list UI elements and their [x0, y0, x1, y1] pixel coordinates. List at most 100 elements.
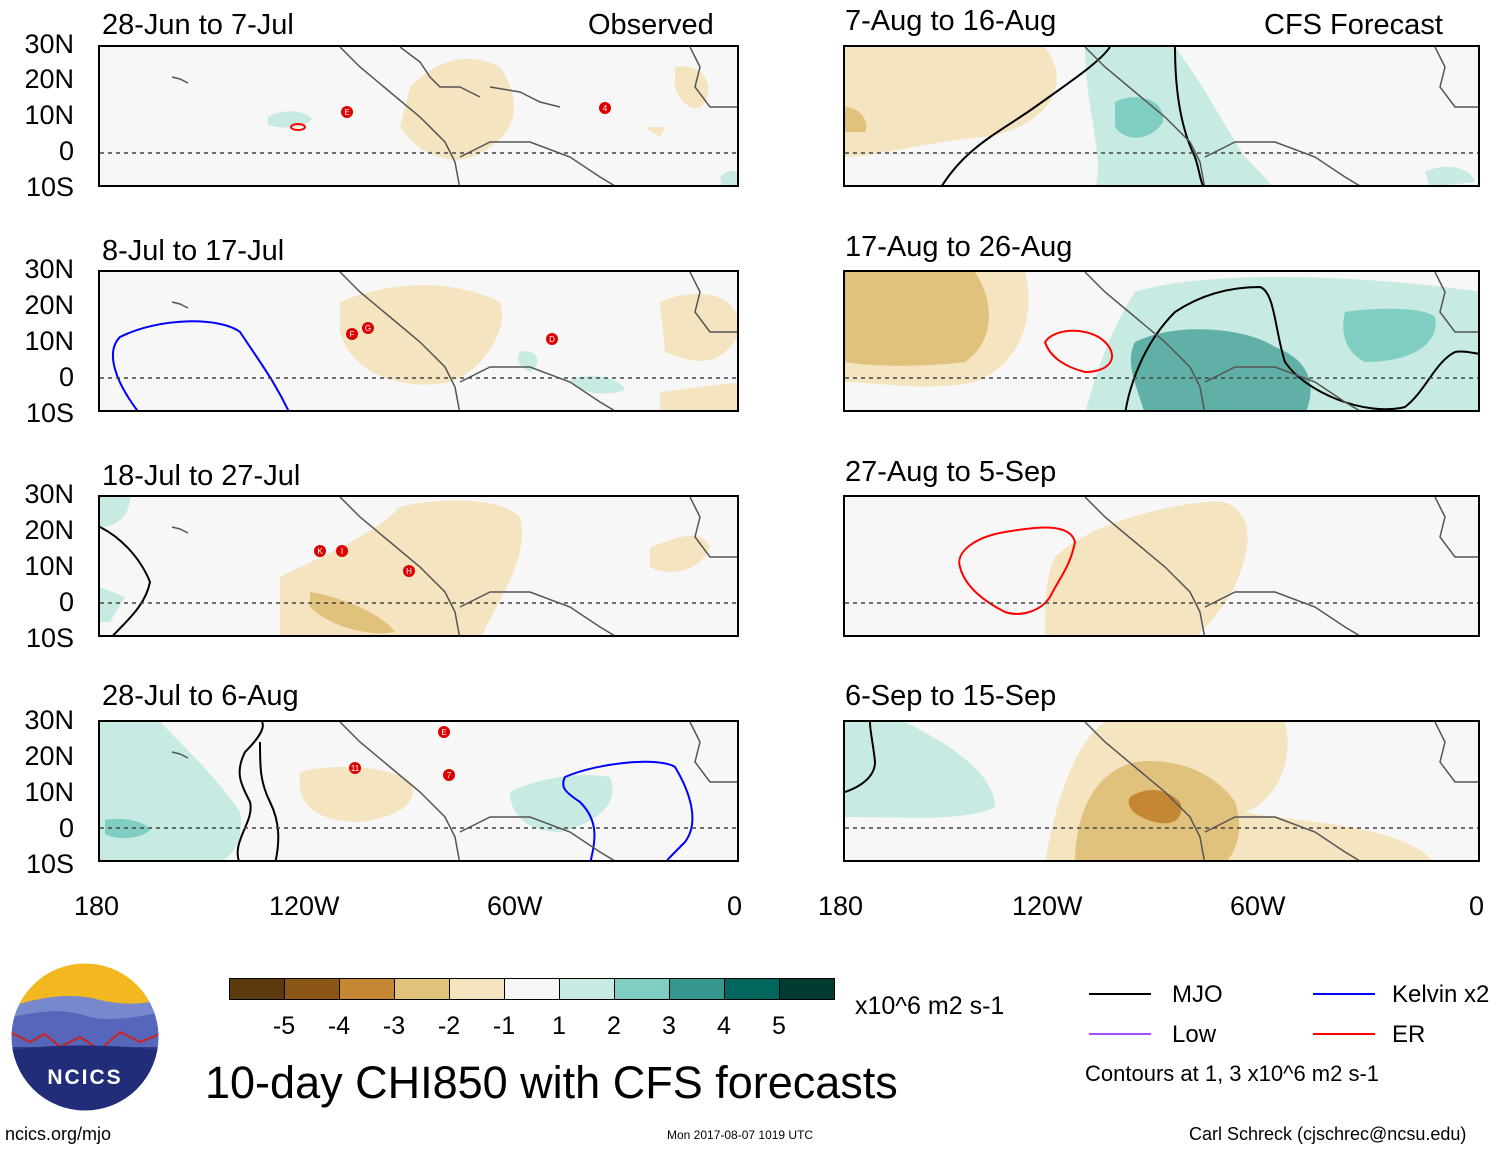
storm-icon-2: 4	[599, 102, 611, 114]
storm-label: K	[317, 547, 323, 556]
storm-icon-1: E	[341, 106, 353, 118]
y-tick-label: 10N	[24, 326, 74, 356]
colorbar-swatch	[724, 978, 780, 1000]
colorbar-tick-label: -5	[272, 1012, 296, 1040]
map-panel-3: K I H	[98, 495, 739, 637]
colorbar-tick-label: -2	[437, 1012, 461, 1040]
colorbar-swatch	[504, 978, 560, 1000]
footer-site[interactable]: ncics.org/mjo	[5, 1124, 112, 1144]
x-tick-label: 0	[727, 891, 743, 921]
legend-line-kelvin	[1313, 993, 1375, 995]
panel-title: 28-Jun to 7-Jul	[102, 9, 294, 41]
panel-title: 18-Jul to 27-Jul	[102, 460, 301, 492]
colorbar-tick-label: -1	[492, 1012, 516, 1040]
y-tick-label: 10S	[25, 849, 74, 879]
colorbar-tick-label: 3	[662, 1012, 676, 1040]
y-tick-label: 20N	[24, 741, 74, 771]
storm-icon-3: 7	[443, 769, 455, 781]
legend-line-mjo	[1089, 993, 1151, 995]
legend-label-mjo: MJO	[1172, 981, 1223, 1008]
legend-note: Contours at 1, 3 x10^6 m2 s-1	[1085, 1061, 1380, 1086]
storm-icon-2: G	[362, 322, 374, 334]
colorbar-tick-label: 4	[717, 1012, 731, 1040]
y-tick-label: 20N	[24, 290, 74, 320]
storm-icon-1: E	[438, 726, 450, 738]
storm-icon-3: D	[546, 333, 558, 345]
colorbar-units: x10^6 m2 s-1	[855, 992, 1005, 1020]
storm-label: F	[350, 330, 355, 339]
colorbar-swatch	[669, 978, 725, 1000]
panel-title: 28-Jul to 6-Aug	[102, 680, 299, 712]
forecast-label: CFS Forecast	[1264, 9, 1443, 41]
observed-label: Observed	[588, 9, 714, 41]
storm-icon-3: H	[403, 565, 415, 577]
y-tick-label: 30N	[24, 705, 74, 735]
y-tick-label: 10S	[25, 172, 74, 202]
legend-line-er	[1313, 1033, 1375, 1035]
colorbar	[229, 978, 835, 1000]
colorbar-swatch	[449, 978, 505, 1000]
footer-timestamp: Mon 2017-08-07 1019 UTC	[667, 1128, 814, 1142]
y-tick-label: 30N	[24, 479, 74, 509]
colorbar-labels: -5 -4 -3 -2 -1 1 2 3 4 5	[229, 1014, 834, 1044]
ncics-logo: NCICS	[10, 962, 160, 1112]
y-tick-label: 20N	[24, 64, 74, 94]
map-panel-5	[843, 45, 1480, 187]
colorbar-swatch	[284, 978, 340, 1000]
storm-icon-2: I	[336, 545, 348, 557]
storm-label: 7	[447, 771, 452, 780]
x-tick-label: 120W	[1012, 891, 1083, 921]
panel-title: 6-Sep to 15-Sep	[845, 680, 1057, 712]
y-tick-label: 0	[58, 136, 74, 166]
x-tick-label: 120W	[269, 891, 340, 921]
map-panel-1: E 4	[98, 45, 739, 187]
x-tick-label: 180	[74, 891, 120, 921]
colorbar-swatch	[339, 978, 395, 1000]
colorbar-tick-label: 2	[607, 1012, 621, 1040]
colorbar-swatch	[559, 978, 615, 1000]
storm-label: I	[341, 547, 343, 556]
map-panel-7	[843, 495, 1480, 637]
storm-label: E	[344, 108, 349, 117]
storm-icon-1: F	[346, 328, 358, 340]
storm-icon-2: 11	[349, 762, 361, 774]
panel-title: 27-Aug to 5-Sep	[845, 456, 1057, 488]
colorbar-swatch	[614, 978, 670, 1000]
main-title: 10-day CHI850 with CFS forecasts	[205, 1057, 898, 1108]
storm-label: 11	[351, 764, 360, 773]
storm-label: G	[365, 324, 371, 333]
y-tick-label: 0	[58, 813, 74, 843]
y-tick-label: 10N	[24, 551, 74, 581]
x-tick-label: 0	[1469, 891, 1485, 921]
y-tick-label: 10S	[25, 398, 74, 428]
colorbar-swatch	[394, 978, 450, 1000]
legend-label-er: ER	[1392, 1021, 1426, 1048]
colorbar-swatch	[779, 978, 835, 1000]
legend-line-low	[1089, 1033, 1151, 1035]
legend-label-low: Low	[1172, 1021, 1217, 1048]
storm-label: 4	[603, 104, 608, 113]
x-tick-label: 60W	[487, 891, 543, 921]
colorbar-tick-label: -4	[327, 1012, 351, 1040]
map-panel-6	[843, 270, 1480, 412]
y-tick-label: 10S	[25, 623, 74, 653]
y-tick-label: 30N	[24, 29, 74, 59]
legend-label-kelvin: Kelvin x2	[1392, 981, 1490, 1008]
colorbar-tick-label: 5	[772, 1012, 786, 1040]
colorbar-tick-label: -3	[382, 1012, 406, 1040]
map-panel-4: E 11 7	[98, 720, 739, 862]
x-tick-label: 180	[818, 891, 864, 921]
map-panel-8	[843, 720, 1480, 862]
y-tick-label: 30N	[24, 254, 74, 284]
footer-author: Carl Schreck (cjschrec@ncsu.edu)	[1189, 1124, 1467, 1144]
panel-title: 7-Aug to 16-Aug	[845, 5, 1057, 37]
storm-label: E	[441, 728, 446, 737]
map-panel-2: F G D	[98, 270, 739, 412]
panel-title: 17-Aug to 26-Aug	[845, 231, 1073, 263]
x-tick-label: 60W	[1230, 891, 1286, 921]
y-tick-label: 0	[58, 362, 74, 392]
colorbar-swatch	[229, 978, 285, 1000]
y-tick-label: 0	[58, 587, 74, 617]
logo-text: NCICS	[47, 1066, 123, 1089]
storm-label: D	[549, 335, 555, 344]
